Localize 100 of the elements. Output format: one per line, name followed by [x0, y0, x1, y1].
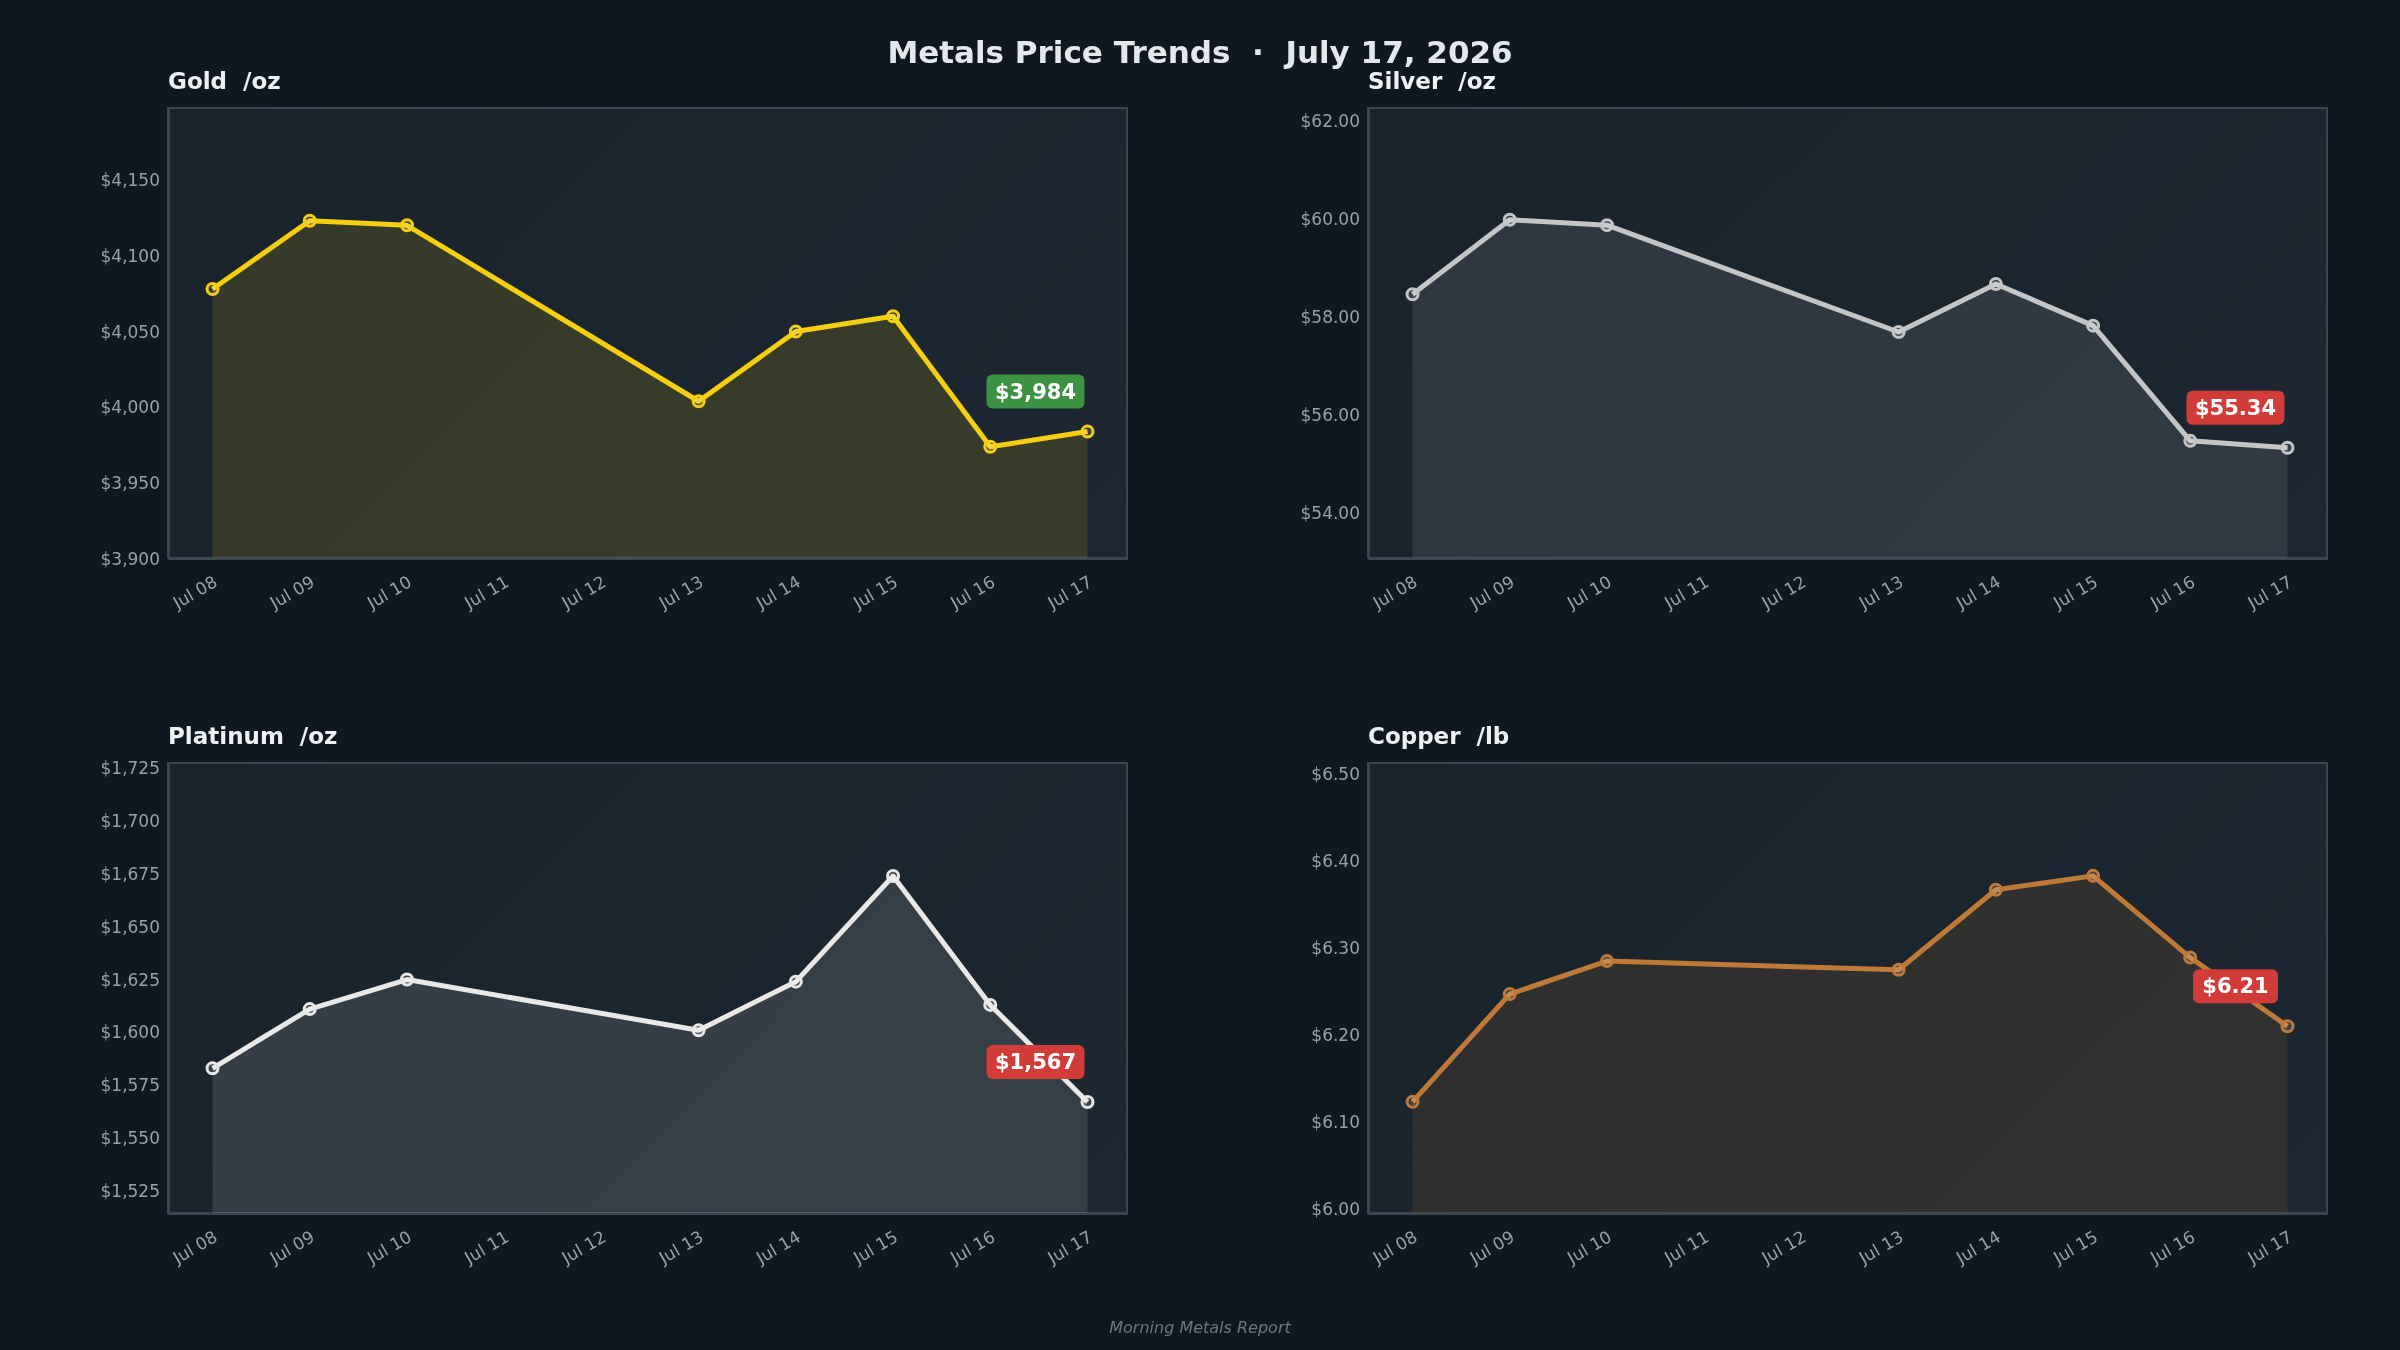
y-tick-label: $4,000 — [100, 397, 160, 418]
x-tick-label: Jul 11 — [1660, 1226, 1713, 1269]
point — [691, 394, 706, 409]
chart-title: Platinum /oz — [168, 723, 338, 749]
point — [1405, 287, 1420, 302]
point — [691, 1023, 706, 1038]
y-tick-label: $1,650 — [100, 916, 160, 937]
x-tick-label: Jul 17 — [1043, 571, 1096, 614]
x-tick-label: Jul 13 — [1854, 571, 1907, 614]
point — [1891, 325, 1906, 340]
x-tick-label: Jul 11 — [460, 571, 513, 614]
point — [302, 1002, 317, 1017]
y-tick-label: $1,725 — [100, 758, 160, 779]
x-tick-label: Jul 13 — [654, 1226, 707, 1269]
x-tick-label: Jul 14 — [751, 1226, 804, 1269]
y-tick-label: $60.00 — [1300, 209, 1360, 230]
point — [399, 972, 414, 987]
x-tick-label: Jul 12 — [557, 571, 610, 614]
point — [1891, 962, 1906, 977]
y-tick-label: $6.40 — [1311, 851, 1360, 872]
y-tick-label: $6.20 — [1311, 1024, 1360, 1045]
y-tick-label: $1,525 — [100, 1180, 160, 1201]
point — [788, 324, 803, 339]
point — [2086, 868, 2101, 883]
point — [1988, 882, 2003, 897]
x-tick-label: Jul 12 — [1757, 571, 1810, 614]
x-tick-label: Jul 16 — [946, 571, 999, 614]
x-tick-label: Jul 09 — [265, 571, 318, 614]
y-tick-label: $1,675 — [100, 863, 160, 884]
point — [1988, 276, 2003, 291]
x-tick-label: Jul 16 — [2146, 571, 2199, 614]
x-tick-label: Jul 15 — [849, 571, 902, 614]
text: Metals Price Trends · July 17, 2026 — [887, 34, 1513, 70]
point — [886, 869, 901, 884]
point — [2183, 950, 2198, 965]
point — [302, 213, 317, 228]
x-tick-label: Jul 16 — [946, 1226, 999, 1269]
y-tick-label: $4,150 — [100, 169, 160, 190]
x-tick-label: Jul 15 — [2049, 1226, 2102, 1269]
y-tick-label: $1,575 — [100, 1075, 160, 1096]
point — [1080, 1095, 1095, 1110]
x-tick-label: Jul 17 — [2243, 1226, 2296, 1269]
y-tick-label: $62.00 — [1300, 111, 1360, 132]
point — [983, 439, 998, 454]
data-label: $55.34 — [2194, 395, 2277, 420]
y-tick-label: $4,050 — [100, 321, 160, 342]
y-tick-label: $54.00 — [1300, 503, 1360, 524]
x-tick-label: Jul 08 — [168, 571, 221, 614]
chart-title: Gold /oz — [168, 68, 281, 94]
y-tick-label: $1,700 — [100, 811, 160, 832]
point — [399, 218, 414, 233]
point — [1080, 424, 1095, 439]
chart-title: Silver /oz — [1368, 68, 1496, 94]
x-tick-label: Jul 13 — [1854, 1226, 1907, 1269]
y-tick-label: $3,900 — [100, 549, 160, 570]
x-tick-label: Jul 08 — [1368, 1226, 1421, 1269]
y-tick-label: $58.00 — [1300, 307, 1360, 328]
y-tick-label: $1,600 — [100, 1022, 160, 1043]
y-tick-label: $4,100 — [100, 245, 160, 266]
point — [205, 1061, 220, 1076]
point — [2280, 1019, 2295, 1034]
x-tick-label: Jul 14 — [751, 571, 804, 614]
x-tick-label: Jul 15 — [849, 1226, 902, 1269]
x-tick-label: Jul 10 — [1562, 1226, 1615, 1269]
data-label: $3,984 — [994, 379, 1077, 404]
y-tick-label: $6.30 — [1311, 938, 1360, 959]
x-tick-label: Jul 11 — [460, 1226, 513, 1269]
point — [2280, 440, 2295, 455]
point — [886, 309, 901, 324]
x-tick-label: Jul 09 — [1465, 1226, 1518, 1269]
x-tick-label: Jul 14 — [1951, 571, 2004, 614]
y-tick-label: $56.00 — [1300, 405, 1360, 426]
point — [788, 974, 803, 989]
x-tick-label: Jul 15 — [2049, 571, 2102, 614]
x-tick-label: Jul 10 — [1562, 571, 1615, 614]
y-tick-label: $1,550 — [100, 1128, 160, 1148]
point — [983, 997, 998, 1012]
point — [1502, 212, 1517, 227]
point — [205, 282, 220, 297]
point — [1502, 987, 1517, 1002]
point — [2183, 433, 2198, 448]
data-label: $6.21 — [2202, 974, 2269, 999]
x-tick-label: Jul 16 — [2146, 1226, 2199, 1269]
x-tick-label: Jul 11 — [1660, 571, 1713, 614]
text: Morning Metals Report — [1108, 1318, 1293, 1337]
y-tick-label: $6.10 — [1311, 1111, 1360, 1132]
x-tick-label: Jul 17 — [2243, 571, 2296, 614]
point — [1599, 218, 1614, 233]
data-label: $1,567 — [994, 1050, 1077, 1075]
point — [1405, 1094, 1420, 1109]
y-tick-label: $1,625 — [100, 969, 160, 990]
y-tick-label: $6.50 — [1311, 764, 1360, 785]
y-tick-label: $3,950 — [100, 473, 160, 494]
point — [2086, 318, 2101, 333]
x-tick-label: Jul 12 — [557, 1226, 610, 1269]
x-tick-label: Jul 09 — [265, 1226, 318, 1269]
x-tick-label: Jul 14 — [1951, 1226, 2004, 1269]
x-tick-label: Jul 17 — [1043, 1226, 1096, 1269]
x-tick-label: Jul 13 — [654, 571, 707, 614]
y-tick-label: $6.00 — [1311, 1198, 1360, 1219]
